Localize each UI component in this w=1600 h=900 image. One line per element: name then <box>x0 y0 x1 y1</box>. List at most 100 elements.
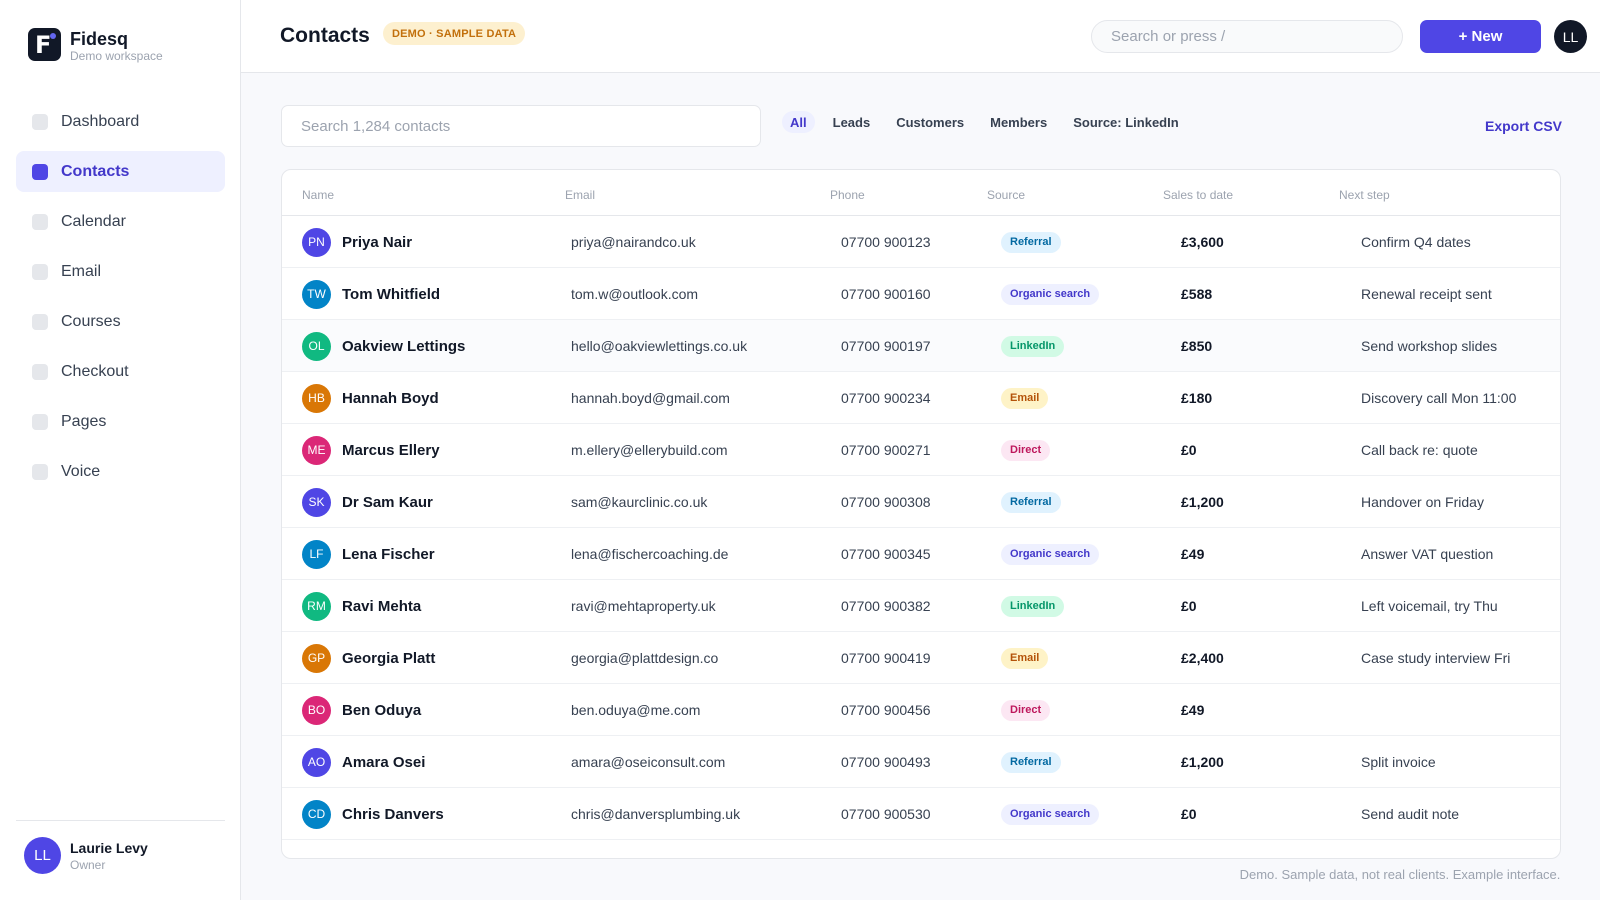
contact-name[interactable]: Priya Nair <box>342 233 413 251</box>
contact-email[interactable]: tom.w@outlook.com <box>571 286 699 302</box>
contact-name-cell[interactable]: GP Georgia Platt <box>302 632 435 684</box>
export-csv-link[interactable]: Export CSV <box>1484 118 1562 134</box>
contact-name[interactable]: Marcus Ellery <box>342 441 440 459</box>
contact-name-cell[interactable]: LF Lena Fischer <box>302 528 435 580</box>
sidebar-item-pages[interactable]: Pages <box>16 401 225 442</box>
contact-name[interactable]: Georgia Platt <box>342 649 436 667</box>
contacts-icon <box>32 163 48 180</box>
next-step: Send workshop slides <box>1361 338 1498 354</box>
next-step: Confirm Q4 dates <box>1361 234 1471 250</box>
contact-email[interactable]: ravi@mehtaproperty.uk <box>571 598 716 614</box>
source-badge: Organic search <box>1001 283 1100 305</box>
sidebar-item-courses[interactable]: Courses <box>16 301 225 342</box>
column-header-sales-to-date[interactable]: Sales to date <box>1163 188 1234 202</box>
sidebar-item-calendar[interactable]: Calendar <box>16 201 225 242</box>
contact-name[interactable]: Dr Sam Kaur <box>342 493 433 511</box>
contact-email[interactable]: hannah.boyd@gmail.com <box>571 390 730 406</box>
table-row[interactable]: RM Ravi Mehta ravi@mehtaproperty.uk 07700 9… <box>282 580 1560 632</box>
source-cell: Referral <box>1001 476 1061 528</box>
contact-email[interactable]: ben.oduya@me.com <box>571 702 701 718</box>
brand-logo: F <box>28 28 61 61</box>
contact-phone: 07700 900197 <box>841 338 931 354</box>
user-avatar[interactable]: LL <box>24 837 61 874</box>
sidebar-item-voice[interactable]: Voice <box>16 451 225 492</box>
contact-name[interactable]: Chris Danvers <box>342 805 444 823</box>
contact-email[interactable]: sam@kaurclinic.co.uk <box>571 494 708 510</box>
user-profile[interactable]: LL Laurie Levy Owner <box>16 820 225 874</box>
contact-email[interactable]: hello@oakviewlettings.co.uk <box>571 338 748 354</box>
contact-name[interactable]: Hannah Boyd <box>342 389 439 407</box>
courses-icon <box>32 313 48 330</box>
column-header-name[interactable]: Name <box>302 188 335 202</box>
contact-avatar: BO <box>302 695 331 725</box>
contact-phone: 07700 900530 <box>841 806 931 822</box>
table-row[interactable]: OL Oakview Lettings hello@oakviewlettings.… <box>282 320 1560 372</box>
contact-email[interactable]: georgia@plattdesign.co <box>571 650 719 666</box>
contact-name-cell[interactable]: RM Ravi Mehta <box>302 580 421 632</box>
checkout-icon <box>32 363 48 380</box>
column-header-source[interactable]: Source <box>987 188 1026 202</box>
contact-name-cell[interactable]: PN Priya Nair <box>302 216 412 268</box>
column-header-phone[interactable]: Phone <box>830 188 865 202</box>
filter-chip-all[interactable]: All <box>782 111 815 133</box>
header-avatar[interactable]: LL <box>1554 20 1587 53</box>
sidebar-item-email[interactable]: Email <box>16 251 225 292</box>
source-badge: Organic search <box>1001 803 1100 825</box>
sidebar-item-checkout[interactable]: Checkout <box>16 351 225 392</box>
contact-name-cell[interactable]: HB Hannah Boyd <box>302 372 439 424</box>
contact-email[interactable]: m.ellery@ellerybuild.com <box>571 442 728 458</box>
contact-phone: 07700 900456 <box>841 702 931 718</box>
contact-name-cell[interactable]: OL Oakview Lettings <box>302 320 465 372</box>
source-cell: Email <box>1001 632 1049 684</box>
demo-badge: DEMO · SAMPLE DATA <box>383 22 526 45</box>
table-row[interactable]: HB Hannah Boyd hannah.boyd@gmail.com 07700 … <box>282 372 1560 424</box>
table-row[interactable]: PN Priya Nair priya@nairandco.uk 07700 9001… <box>282 216 1560 268</box>
table-row[interactable]: LF Lena Fischer lena@fischercoaching.de 077… <box>282 528 1560 580</box>
contact-email[interactable]: priya@nairandco.uk <box>571 234 696 250</box>
table-row[interactable]: ME Marcus Ellery m.ellery@ellerybuild.com 0… <box>282 424 1560 476</box>
contact-email[interactable]: lena@fischercoaching.de <box>571 546 729 562</box>
contact-name-cell[interactable]: ME Marcus Ellery <box>302 424 440 476</box>
column-header-next-step[interactable]: Next step <box>1339 188 1390 202</box>
new-button[interactable]: + New <box>1420 20 1541 53</box>
contact-name[interactable]: Oakview Lettings <box>342 337 466 355</box>
contact-name-cell[interactable]: BO Ben Oduya <box>302 684 421 736</box>
contact-name-cell[interactable]: TW Tom Whitfield <box>302 268 440 320</box>
contact-name-cell[interactable]: SK Dr Sam Kaur <box>302 476 433 528</box>
contact-avatar: PN <box>302 227 331 257</box>
page-title: Contacts <box>280 24 370 47</box>
contact-name-cell[interactable]: CD Chris Danvers <box>302 788 444 840</box>
filter-chip-customers[interactable]: Customers <box>896 114 965 130</box>
table-row[interactable]: BO Ben Oduya ben.oduya@me.com 07700 900456 D… <box>282 684 1560 736</box>
contact-phone: 07700 900345 <box>841 546 931 562</box>
sidebar-item-contacts[interactable]: Contacts <box>16 151 225 192</box>
column-header-email[interactable]: Email <box>565 188 596 202</box>
sales-to-date: £588 <box>1181 286 1213 302</box>
sales-to-date: £3,600 <box>1181 234 1224 250</box>
filter-chip-source-linkedin[interactable]: Source: LinkedIn <box>1073 114 1179 130</box>
next-step: Send audit note <box>1361 806 1460 822</box>
filter-chip-leads[interactable]: Leads <box>832 114 871 130</box>
table-row[interactable]: SK Dr Sam Kaur sam@kaurclinic.co.uk 07700 9… <box>282 476 1560 528</box>
contact-email[interactable]: chris@danversplumbing.uk <box>571 806 741 822</box>
global-search-input[interactable] <box>1091 20 1403 53</box>
filter-chip-members[interactable]: Members <box>990 114 1048 130</box>
contact-name[interactable]: Lena Fischer <box>342 545 435 563</box>
sidebar-nav: Dashboard Contacts Calendar Email Courses Che… <box>16 101 225 501</box>
table-row[interactable]: GP Georgia Platt georgia@plattdesign.co 077… <box>282 632 1560 684</box>
contacts-search-input[interactable] <box>281 105 761 147</box>
table-row[interactable]: CD Chris Danvers chris@danversplumbing.uk 0… <box>282 788 1560 840</box>
calendar-icon <box>32 213 48 230</box>
contact-name[interactable]: Ravi Mehta <box>342 597 422 615</box>
sidebar-item-label: Calendar <box>61 212 126 230</box>
contact-avatar: OL <box>302 331 331 361</box>
contact-name[interactable]: Amara Osei <box>342 753 426 771</box>
contact-name-cell[interactable]: AO Amara Osei <box>302 736 425 788</box>
contact-name[interactable]: Ben Oduya <box>342 701 422 719</box>
contact-name[interactable]: Tom Whitfield <box>342 285 441 303</box>
table-row[interactable]: TW Tom Whitfield tom.w@outlook.com 07700 90… <box>282 268 1560 320</box>
contact-email[interactable]: amara@oseiconsult.com <box>571 754 726 770</box>
brand[interactable]: F Fidesq Demo workspace <box>28 28 163 63</box>
sidebar-item-dashboard[interactable]: Dashboard <box>16 101 225 142</box>
table-row[interactable]: AO Amara Osei amara@oseiconsult.com 07700 9… <box>282 736 1560 788</box>
